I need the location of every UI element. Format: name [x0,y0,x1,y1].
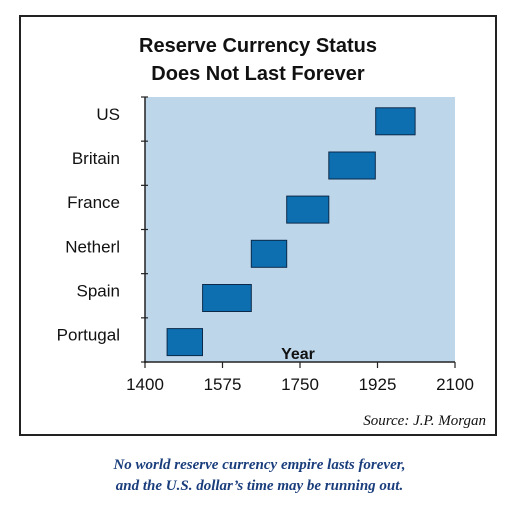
x-tick-label: 2100 [436,375,474,394]
y-tick-label: Britain [72,149,120,168]
y-tick-label: Netherl [65,237,120,256]
x-tick-label: 1575 [204,375,242,394]
y-tick-label: US [96,105,120,124]
caption: No world reserve currency empire lasts f… [0,455,519,497]
caption-line-1: No world reserve currency empire lasts f… [113,457,406,473]
source-note: Source: J.P. Morgan [363,413,486,429]
chart-title-line-1: Reserve Currency Status [139,35,377,57]
bar-netherl [250,239,288,268]
x-tick-label: 1750 [281,375,319,394]
x-axis-label: Year [281,346,315,363]
bar-portugal [166,328,204,357]
y-tick-label: Spain [77,281,120,300]
bar-britain [328,151,376,180]
chart-title-line-2: Does Not Last Forever [151,63,365,85]
y-tick-label: Portugal [57,326,120,345]
bar-us [375,107,416,136]
x-tick-label: 1925 [359,375,397,394]
y-tick-label: France [67,193,120,212]
caption-line-2: and the U.S. dollar’s time may be runnin… [115,478,404,494]
bar-france [286,195,330,224]
x-tick-label: 1400 [126,375,164,394]
bar-spain [202,284,252,312]
plot-area [145,97,455,362]
